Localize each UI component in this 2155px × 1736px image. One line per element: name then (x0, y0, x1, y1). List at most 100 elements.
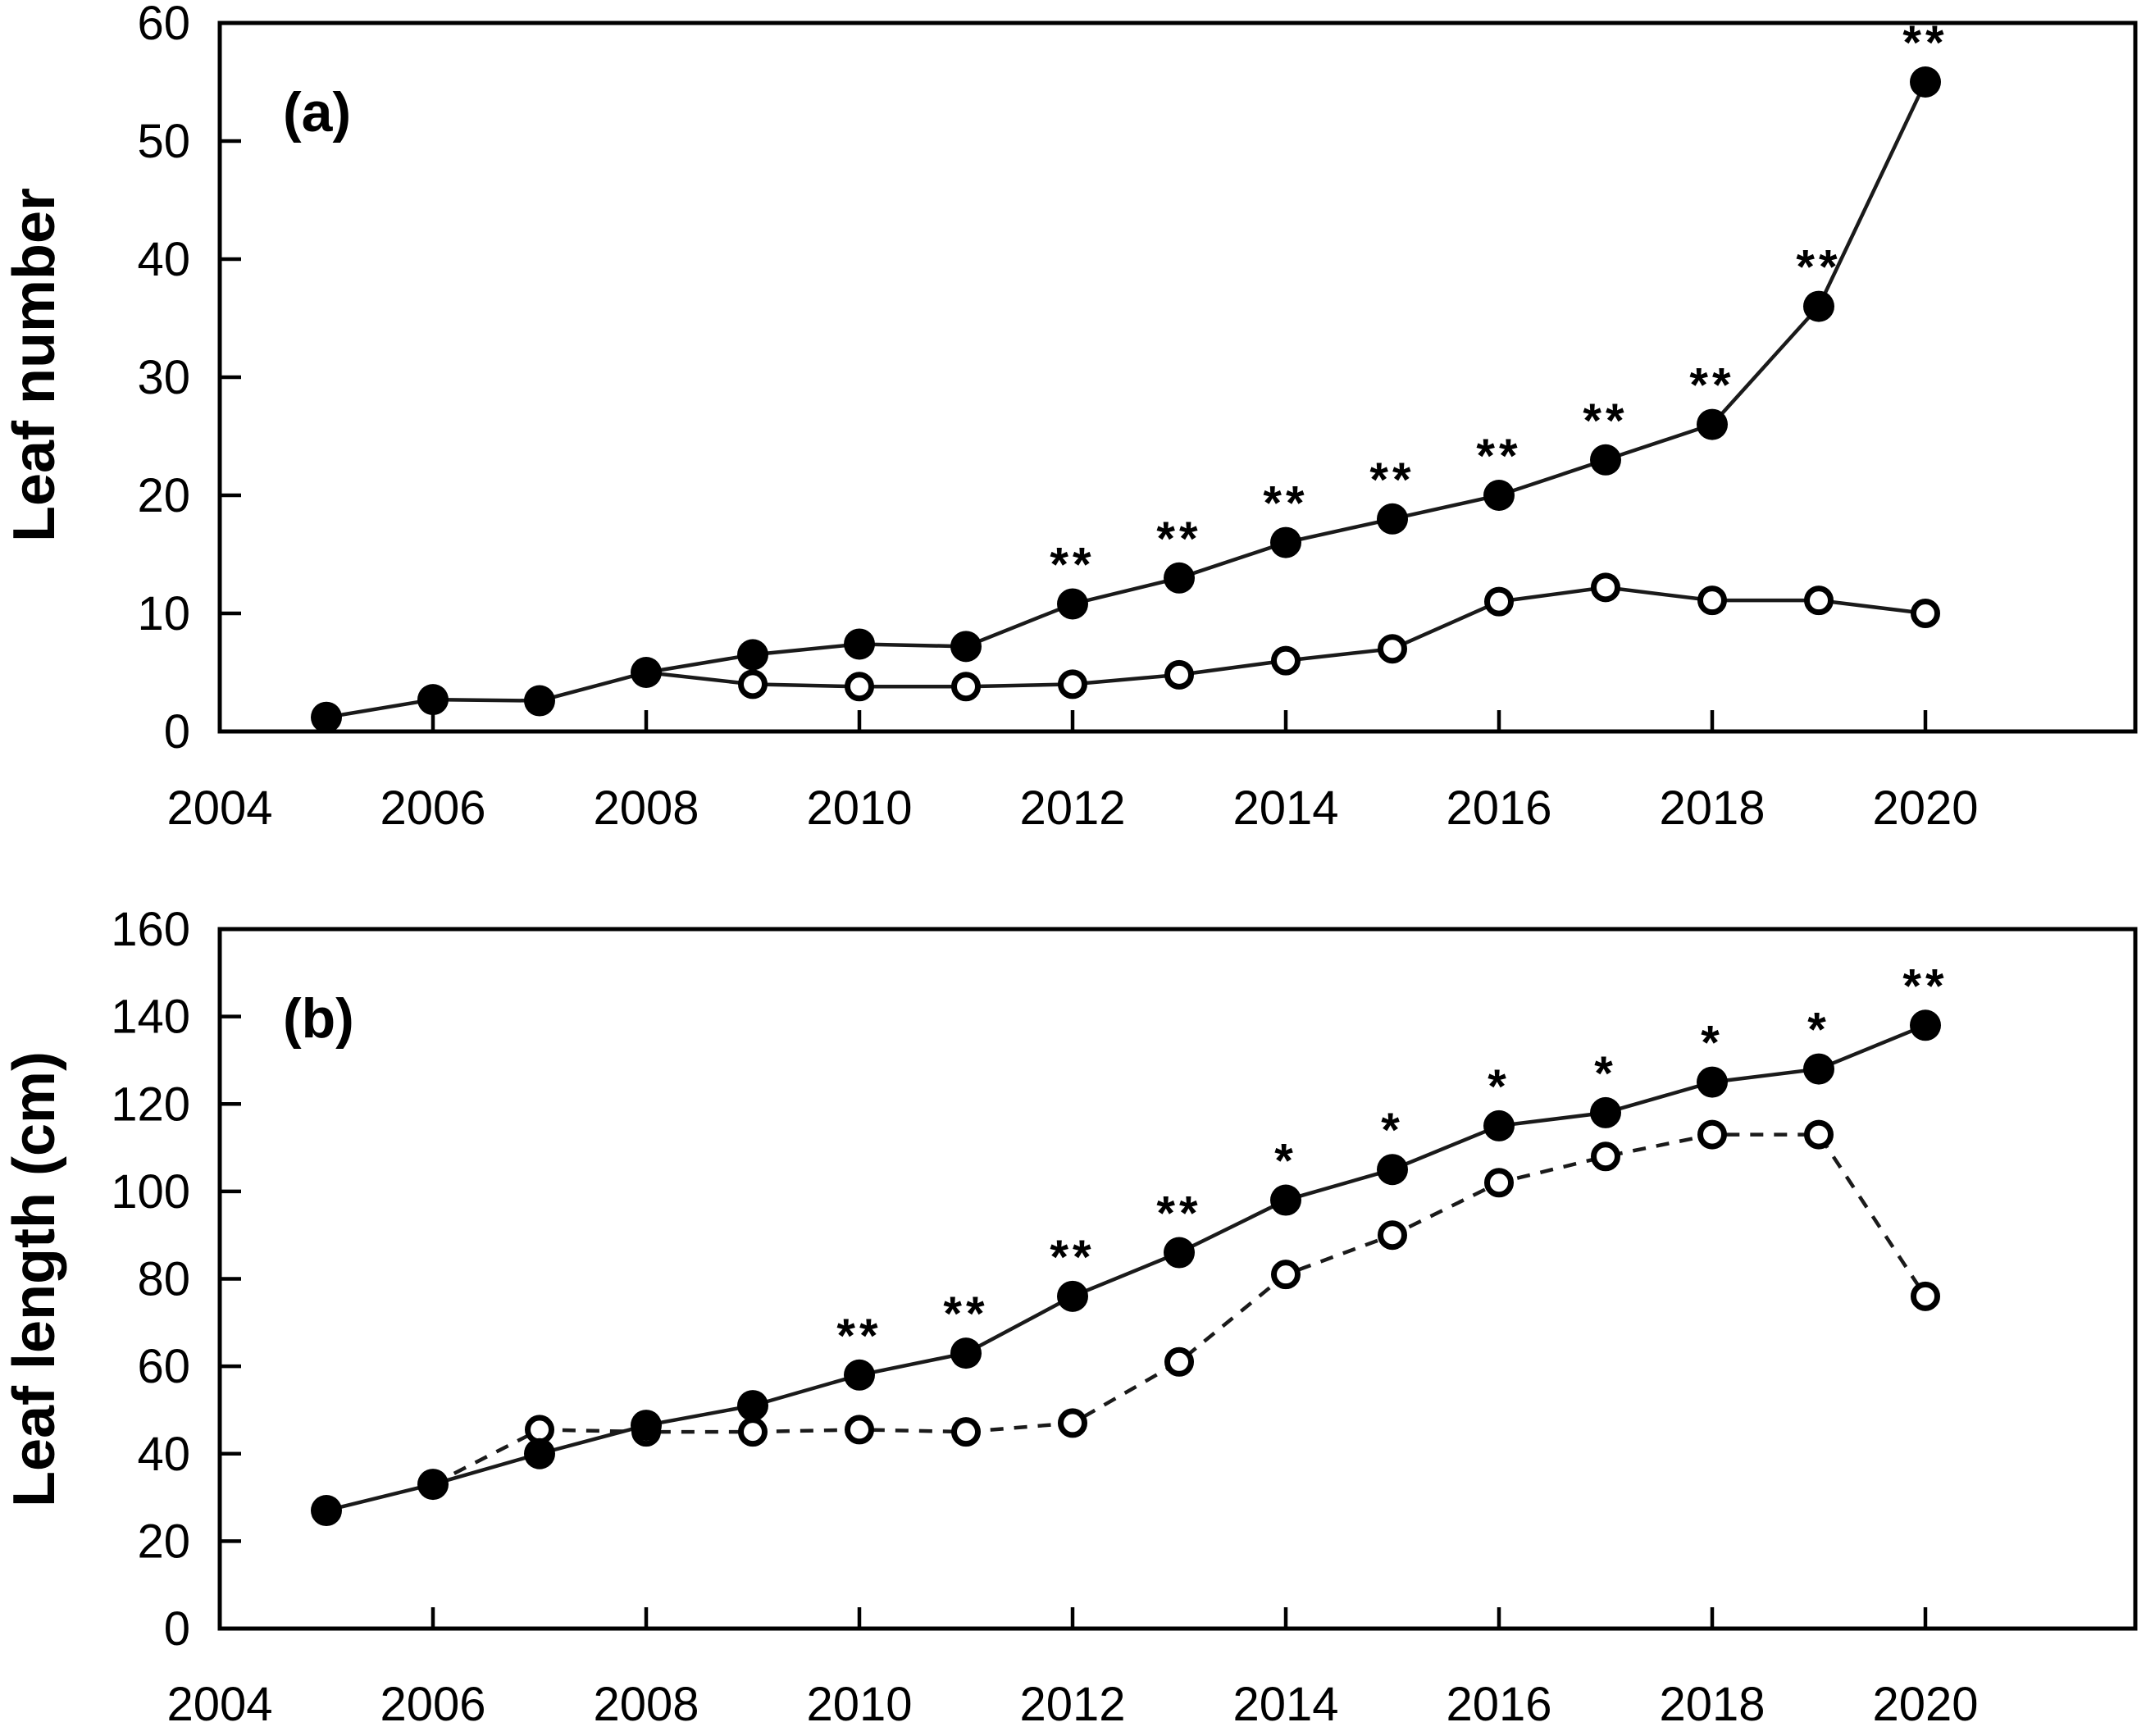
filled-circle-marker (311, 1495, 342, 1527)
filled-circle-series-line (326, 1023, 1926, 1513)
x-tick-label: 2018 (1659, 781, 1765, 835)
significance-label: ** (1156, 1187, 1201, 1241)
x-tick-label: 2008 (593, 1678, 699, 1731)
significance-label: ** (1476, 430, 1521, 483)
y-tick-label: 30 (137, 351, 190, 404)
y-tick-label: 0 (164, 705, 190, 759)
x-tick-label: 2016 (1446, 781, 1551, 835)
x-tick-label: 2014 (1232, 781, 1338, 835)
significance-label: * (1488, 1060, 1510, 1114)
filled-circle-marker (1270, 526, 1301, 558)
x-tick-label: 2016 (1446, 1678, 1551, 1731)
open-circle-marker (1804, 586, 1834, 616)
filled-circle-marker (1377, 1154, 1408, 1186)
significance-label: ** (1689, 359, 1734, 412)
open-circle-marker (845, 672, 874, 702)
filled-circle-series-line (326, 81, 1928, 719)
significance-label: * (1381, 1104, 1404, 1157)
y-tick-label: 140 (111, 991, 190, 1044)
y-tick-label: 100 (111, 1165, 190, 1219)
x-tick-label: 2012 (1019, 1678, 1125, 1731)
y-tick-label: 0 (164, 1602, 190, 1656)
open-circle-marker (1378, 1220, 1407, 1251)
filled-circle-marker (417, 1469, 449, 1501)
filled-circle-marker (844, 1359, 875, 1391)
x-tick-label: 2010 (806, 1678, 912, 1731)
x-tick-label: 2004 (166, 781, 272, 835)
filled-circle-marker (1803, 290, 1834, 322)
x-tick-label: 2006 (380, 781, 485, 835)
filled-circle-marker (844, 628, 875, 660)
significance-label: * (1807, 1004, 1830, 1057)
significance-label: * (1274, 1135, 1297, 1188)
filled-circle-marker (1164, 562, 1195, 594)
y-tick-label: 20 (137, 1515, 190, 1568)
open-circle-marker (738, 1417, 768, 1447)
significance-label: ** (1902, 959, 1948, 1013)
filled-circle-marker (1377, 503, 1408, 535)
significance-label: ** (1902, 16, 1948, 70)
significance-label: ** (943, 1287, 988, 1341)
filled-circle-marker (311, 701, 342, 733)
filled-circle-marker (1910, 66, 1941, 98)
panel-b: 0 20 40 60 80 100 120 140 160 2004 2006 2008 2010 201… (2, 903, 2138, 1731)
panel-letter: (a) (283, 81, 351, 144)
significance-label: * (1594, 1047, 1617, 1100)
significance-label: ** (1050, 538, 1095, 591)
y-tick-label: 60 (137, 1340, 190, 1393)
open-circle-marker (1697, 1119, 1727, 1150)
x-tick-label: 2020 (1872, 781, 1978, 835)
filled-circle-marker (1803, 1053, 1834, 1085)
filled-circle-marker (1164, 1237, 1195, 1269)
panel-a: 0 10 20 30 40 50 60 2004 2006 2008 2010 2012 2014 201… (2, 0, 2138, 835)
x-tick-label: 2006 (380, 1678, 485, 1731)
y-axis-title: Leaf number (2, 188, 67, 542)
filled-circle-marker (1590, 1096, 1621, 1128)
open-circle-marker (1164, 659, 1194, 690)
y-tick-label: 40 (137, 233, 190, 286)
significance-label: ** (1050, 1231, 1095, 1284)
open-circle-marker (1058, 1408, 1087, 1438)
x-tick-label: 2004 (166, 1678, 272, 1731)
significance-label: ** (1583, 394, 1628, 448)
open-circle-marker (1484, 1168, 1514, 1198)
filled-circle-marker (950, 1337, 982, 1369)
x-tick-label: 2008 (593, 781, 699, 835)
open-circle-marker (1484, 586, 1514, 617)
significance-label: ** (1369, 453, 1415, 507)
filled-circle-marker (1910, 1009, 1941, 1041)
filled-circle-marker (1697, 408, 1728, 440)
open-circle-marker (1697, 586, 1727, 616)
x-tick-label: 2010 (806, 781, 912, 835)
open-circle-marker (1271, 1260, 1301, 1290)
x-tick-label: 2012 (1019, 781, 1125, 835)
plot-border (217, 927, 2138, 1631)
plot-border (217, 21, 2138, 734)
open-circle-marker (738, 669, 768, 699)
significance-label: ** (1263, 477, 1308, 531)
filled-circle-marker (1483, 480, 1515, 511)
filled-circle-marker (950, 631, 982, 663)
y-tick-label: 20 (137, 469, 190, 522)
filled-circle-marker (631, 1410, 662, 1442)
filled-circle-marker (1270, 1184, 1301, 1216)
x-tick-label: 2018 (1659, 1678, 1765, 1731)
filled-circle-marker (1590, 444, 1621, 476)
filled-circle-marker (524, 1438, 555, 1469)
significance-label: ** (836, 1310, 882, 1363)
significance-label: ** (1156, 513, 1201, 566)
open-circle-marker (1164, 1346, 1194, 1377)
open-circle-series-line (431, 1132, 1927, 1487)
open-circle-marker (1378, 634, 1407, 664)
open-circle-marker (1591, 1141, 1620, 1172)
open-circle-marker (845, 1415, 874, 1445)
y-tick-label: 50 (137, 115, 190, 168)
open-circle-marker (525, 1415, 554, 1445)
open-circle-marker (1911, 1281, 1940, 1311)
filled-circle-marker (417, 684, 449, 716)
significance-label: ** (1796, 241, 1841, 294)
filled-circle-marker (631, 657, 662, 688)
filled-circle-marker (737, 1390, 768, 1422)
